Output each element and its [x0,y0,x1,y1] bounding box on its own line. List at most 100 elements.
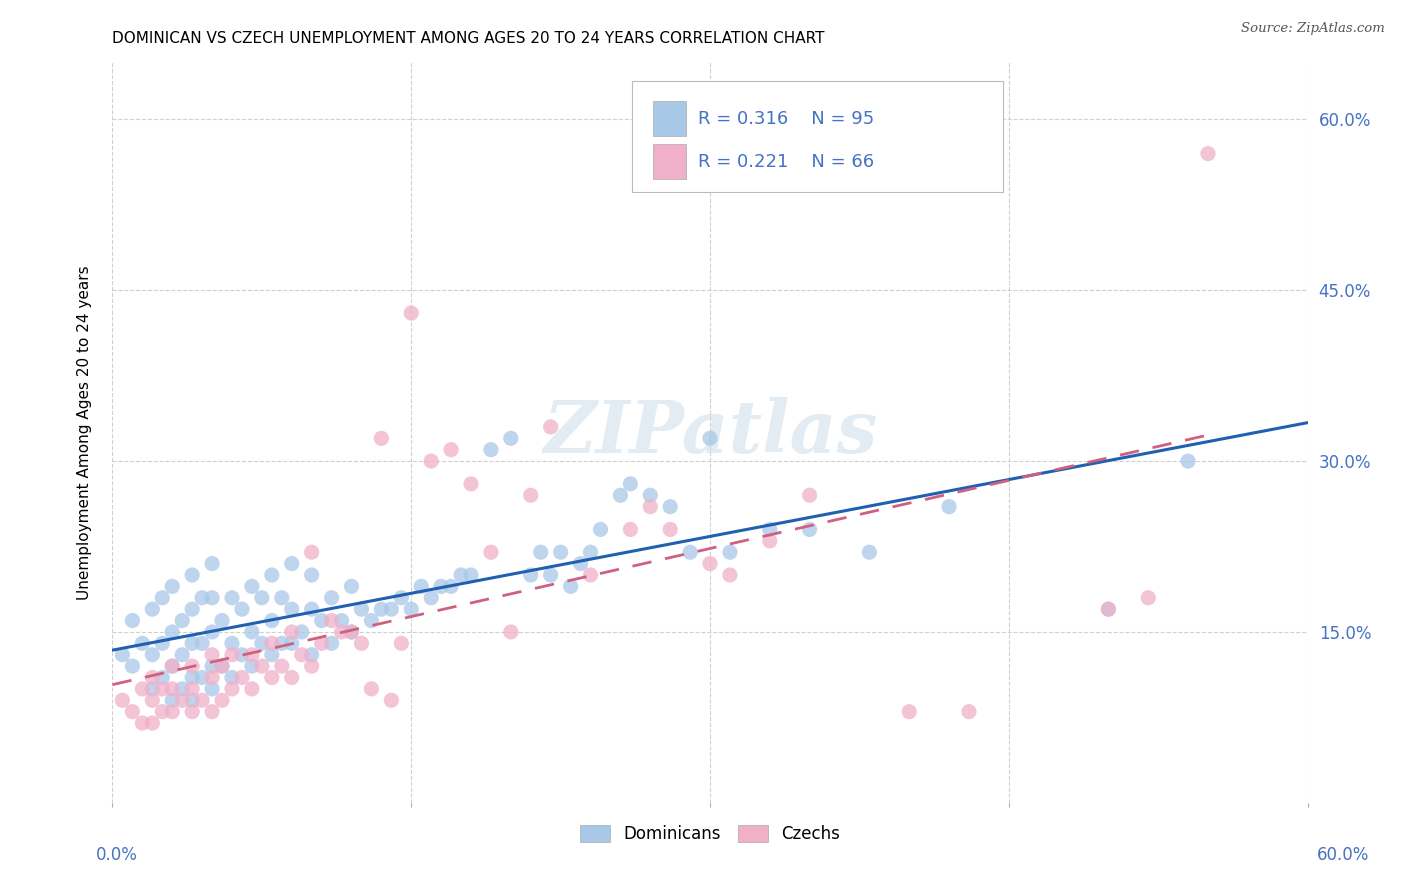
Text: 60.0%: 60.0% [1316,846,1369,863]
Point [321,636,343,650]
Point [640,488,662,502]
Point [221,648,243,662]
Point [270,636,292,650]
Point [569,557,592,571]
Point [718,568,741,582]
Point [221,681,243,696]
Point [281,671,304,685]
Legend: Dominicans, Czechs: Dominicans, Czechs [574,819,846,850]
Point [699,431,721,445]
Point [172,614,194,628]
Point [221,591,243,605]
Point [401,306,423,320]
Point [450,568,472,582]
Point [619,476,641,491]
Point [479,545,502,559]
Point [270,659,292,673]
Point [321,591,343,605]
Point [201,705,224,719]
Point [301,545,323,559]
Point [291,624,314,639]
Point [460,568,482,582]
Point [440,442,463,457]
Point [211,659,233,673]
FancyBboxPatch shape [633,81,1002,192]
Point [201,671,224,685]
Point [231,671,253,685]
Point [530,545,553,559]
Point [291,648,314,662]
Point [440,579,463,593]
Point [191,636,214,650]
Point [201,624,224,639]
Point [121,705,143,719]
Point [301,648,323,662]
Point [150,681,173,696]
Point [321,614,343,628]
Point [311,636,333,650]
Point [131,681,153,696]
Point [260,636,283,650]
Point [281,557,304,571]
Point [162,579,183,593]
Point [162,624,183,639]
Point [389,636,412,650]
Point [231,602,253,616]
Point [311,614,333,628]
Point [181,568,204,582]
Point [460,476,482,491]
Text: Source: ZipAtlas.com: Source: ZipAtlas.com [1241,22,1385,36]
Point [201,591,224,605]
Point [579,568,602,582]
Point [389,591,412,605]
Point [330,624,353,639]
Point [340,579,363,593]
Point [370,431,392,445]
Point [162,659,183,673]
Point [301,568,323,582]
Point [191,693,214,707]
Point [550,545,572,559]
Point [659,523,682,537]
Point [1177,454,1199,468]
Point [699,557,721,571]
Point [172,681,194,696]
Point [150,591,173,605]
Point [181,681,204,696]
Point [111,648,134,662]
Point [221,671,243,685]
Point [141,716,163,731]
Point [759,533,782,548]
Point [162,681,183,696]
Bar [652,101,686,136]
Point [281,636,304,650]
Point [479,442,502,457]
Point [370,602,392,616]
Point [499,431,522,445]
Point [250,591,273,605]
Point [250,636,273,650]
Point [191,591,214,605]
Point [250,659,273,673]
Point [221,636,243,650]
Point [540,420,562,434]
Point [609,488,631,502]
Point [141,648,163,662]
Point [589,523,612,537]
Point [420,591,443,605]
Point [380,693,402,707]
Point [520,488,543,502]
Text: 0.0%: 0.0% [96,846,138,863]
Point [150,671,173,685]
Point [380,602,402,616]
Point [240,681,263,696]
Point [360,681,382,696]
Point [111,693,134,707]
Point [340,624,363,639]
Point [718,545,741,559]
Point [560,579,582,593]
Point [659,500,682,514]
Point [579,545,602,559]
Point [799,523,821,537]
Point [181,659,204,673]
